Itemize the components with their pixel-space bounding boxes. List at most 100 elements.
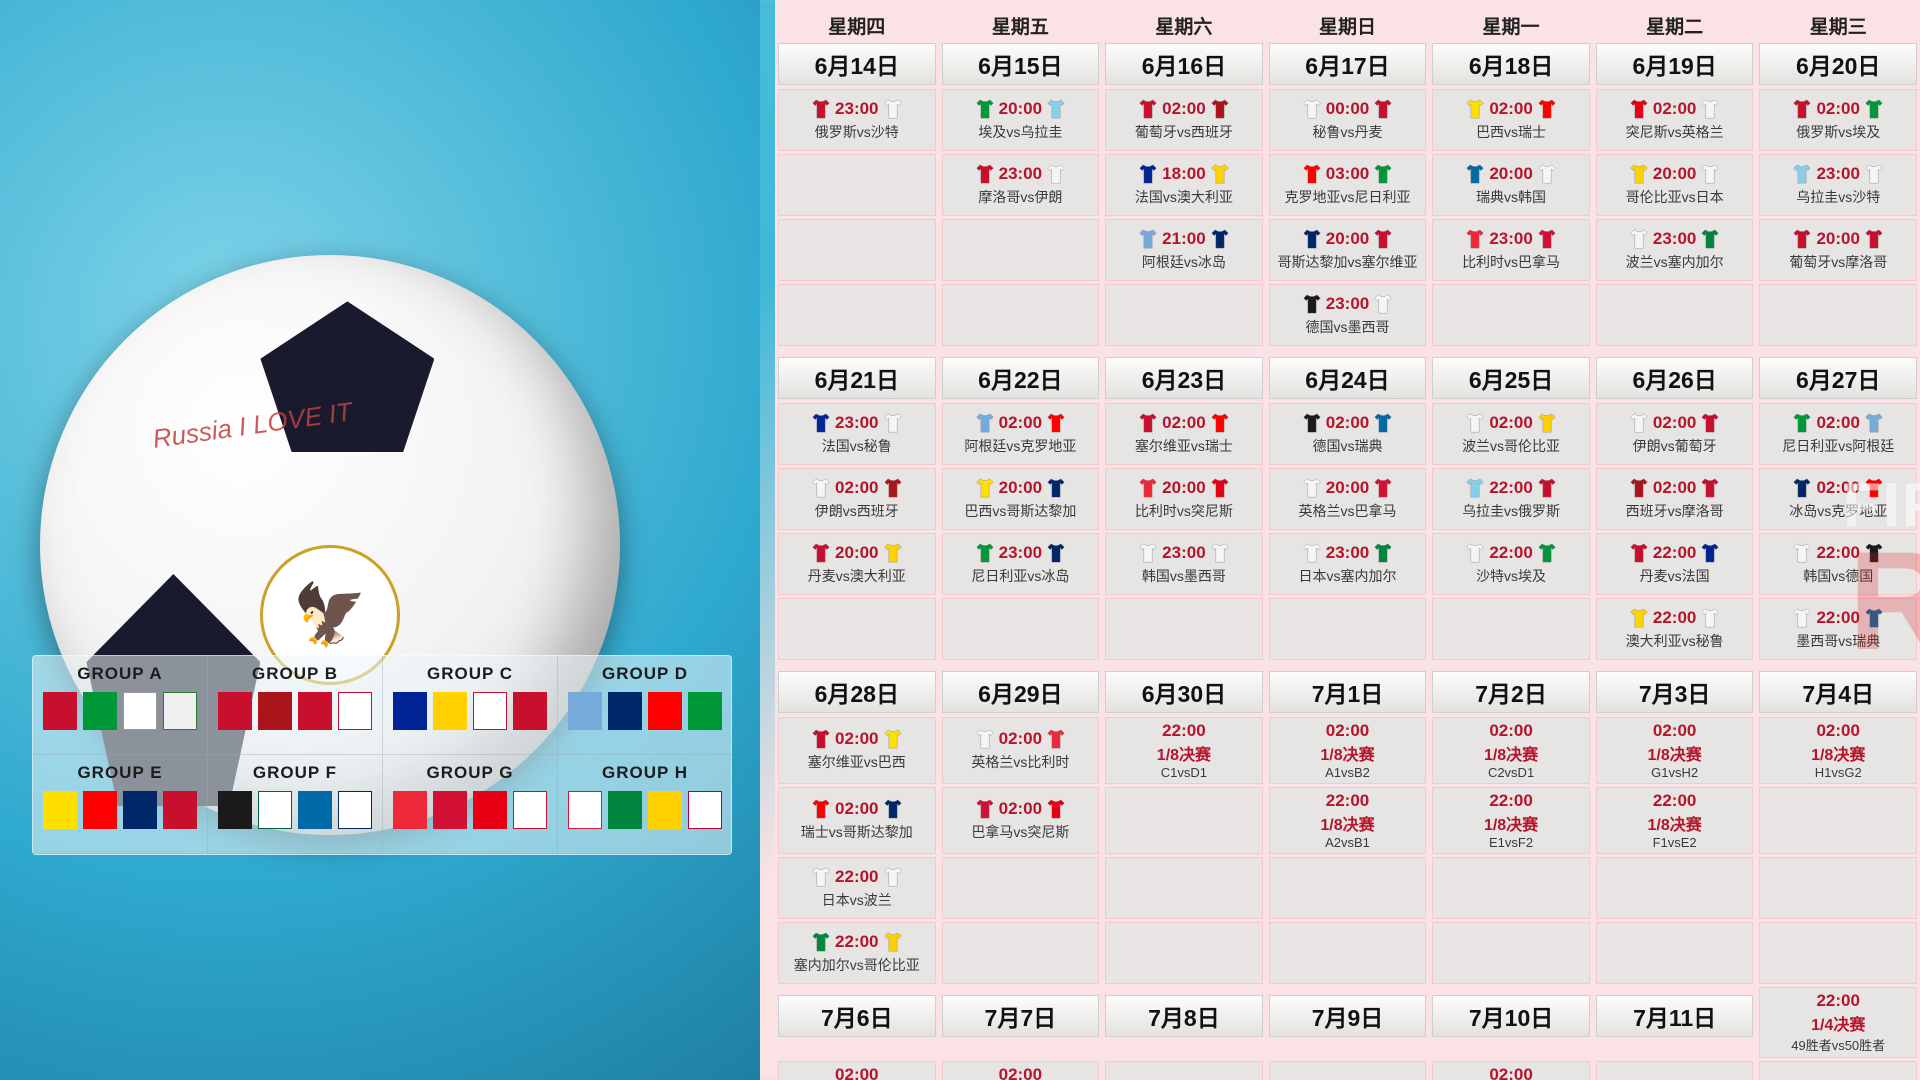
jersey-icon-iceland xyxy=(1046,542,1066,564)
match-entry xyxy=(778,154,936,216)
jersey-icon-panama xyxy=(1373,477,1393,499)
match-time: 20:00 xyxy=(1162,478,1205,498)
match-entry: 22:00 1/8决赛 A2vsB1 xyxy=(1269,787,1427,854)
date-label[interactable]: 7月11日 xyxy=(1596,995,1754,1037)
jersey-spain xyxy=(258,692,292,730)
date-label[interactable]: 6月14日 xyxy=(778,43,936,85)
match-teams-label: 韩国vs德国 xyxy=(1803,566,1873,586)
jersey-switzerland xyxy=(83,791,117,829)
match-entry xyxy=(778,284,936,346)
date-label[interactable]: 6月27日 xyxy=(1759,357,1917,399)
group-c-jerseys xyxy=(393,692,547,730)
match-calendar: RUSSIA2018 FIFA WORLD CUP 星期四6月14日星期五6月1… xyxy=(775,0,1920,1080)
jersey-icon-peru xyxy=(1700,607,1720,629)
date-label[interactable]: 6月20日 xyxy=(1759,43,1917,85)
jersey-icon-uruguay xyxy=(1792,163,1812,185)
match-time: 23:00 xyxy=(999,164,1042,184)
date-label[interactable]: 7月6日 xyxy=(778,995,936,1037)
date-label[interactable]: 6月18日 xyxy=(1432,43,1590,85)
date-label[interactable]: 6月23日 xyxy=(1105,357,1263,399)
day-column-header-6: 6月27日 xyxy=(1756,347,1920,401)
match-placeholder-teams: A1vsB2 xyxy=(1325,765,1370,780)
match-entry: 20:00 丹麦vs澳大利亚 xyxy=(778,533,936,595)
date-label[interactable]: 6月25日 xyxy=(1432,357,1590,399)
match-time: 03:00 xyxy=(1326,164,1369,184)
match-entry: 02:00 瑞士vs哥斯达黎加 xyxy=(778,787,936,854)
date-label[interactable]: 7月9日 xyxy=(1269,995,1427,1037)
jersey-icon-croatia xyxy=(1302,163,1322,185)
day-column-header-2: 星期六 6月16日 xyxy=(1102,0,1266,87)
match-row: 02:00 xyxy=(1302,412,1393,434)
match-entry: 02:00 1/8决赛 G1vsH2 xyxy=(1596,717,1754,784)
date-label[interactable]: 6月15日 xyxy=(942,43,1100,85)
jersey-icon-sweden xyxy=(1465,163,1485,185)
jersey-icon-brazil xyxy=(1465,98,1485,120)
match-row: 03:00 xyxy=(1302,163,1393,185)
jersey-icon-mexico xyxy=(1210,542,1230,564)
jersey-icon-senegal xyxy=(1700,228,1720,250)
match-entry xyxy=(1105,1061,1263,1080)
jersey-brazil xyxy=(43,791,77,829)
date-label[interactable]: 7月10日 xyxy=(1432,995,1590,1037)
match-entry: 02:00 伊朗vs葡萄牙 xyxy=(1596,403,1754,465)
date-label[interactable]: 7月3日 xyxy=(1596,671,1754,713)
jersey-icon-brazil xyxy=(975,477,995,499)
group-a-jerseys xyxy=(43,692,197,730)
match-entry: 02:00 德国vs瑞典 xyxy=(1269,403,1427,465)
match-time: 22:00 xyxy=(1326,791,1369,811)
match-stage-label: 1/8决赛 xyxy=(1320,741,1374,765)
jersey-uruguay xyxy=(123,692,157,730)
match-entry: 23:00 日本vs塞内加尔 xyxy=(1269,533,1427,595)
group-b-jerseys xyxy=(218,692,372,730)
match-teams-label: 克罗地亚vs尼日利亚 xyxy=(1284,187,1410,207)
date-label[interactable]: 6月17日 xyxy=(1269,43,1427,85)
jersey-icon-australia xyxy=(883,542,903,564)
jersey-icon-england xyxy=(1700,98,1720,120)
match-teams-label: 瑞典vs韩国 xyxy=(1476,187,1546,207)
match-teams-label: 德国vs墨西哥 xyxy=(1305,317,1389,337)
match-entry: 02:00半决赛57胜者vs58胜者 xyxy=(1432,1061,1590,1080)
jersey-iceland xyxy=(608,692,642,730)
match-teams-label: 比利时vs突尼斯 xyxy=(1135,501,1233,521)
date-label[interactable]: 6月19日 xyxy=(1596,43,1754,85)
match-row: 20:00 xyxy=(1302,477,1393,499)
jersey-morocco xyxy=(298,692,332,730)
match-teams-label: 乌拉圭vs俄罗斯 xyxy=(1462,501,1560,521)
jersey-icon-serbia xyxy=(1373,228,1393,250)
jersey-icon-russia xyxy=(1792,98,1812,120)
date-label[interactable]: 7月1日 xyxy=(1269,671,1427,713)
jersey-icon-mexico xyxy=(1792,607,1812,629)
date-label[interactable]: 6月28日 xyxy=(778,671,936,713)
date-label[interactable]: 7月7日 xyxy=(942,995,1100,1037)
jersey-peru xyxy=(473,692,507,730)
day-column-header-5: 7月11日 xyxy=(1593,985,1757,1059)
match-entry xyxy=(1105,787,1263,854)
date-label[interactable]: 6月26日 xyxy=(1596,357,1754,399)
jersey-germany xyxy=(218,791,252,829)
date-label[interactable]: 6月22日 xyxy=(942,357,1100,399)
match-entry: 02:00 1/8决赛 A1vsB2 xyxy=(1269,717,1427,784)
jersey-icon-germany xyxy=(1864,542,1884,564)
date-label[interactable]: 7月2日 xyxy=(1432,671,1590,713)
match-entry: 02:00 塞尔维亚vs巴西 xyxy=(778,717,936,784)
date-label[interactable]: 6月30日 xyxy=(1105,671,1263,713)
match-entry xyxy=(1596,857,1754,919)
jersey-icon-germany xyxy=(1302,412,1322,434)
date-label[interactable]: 6月16日 xyxy=(1105,43,1263,85)
match-entry: 22:00 1/4决赛 49胜者vs50胜者 xyxy=(1759,987,1917,1058)
group-b-title: GROUP B xyxy=(252,664,338,684)
match-row: 02:00 xyxy=(975,728,1066,750)
match-entry: 21:00 阿根廷vs冰岛 xyxy=(1105,219,1263,281)
jersey-icon-colombia xyxy=(1629,163,1649,185)
match-placeholder-teams: H1vsG2 xyxy=(1815,765,1862,780)
match-row: 02:00 xyxy=(1629,98,1720,120)
weekday-label: 星期五 xyxy=(939,8,1103,41)
match-entry: 20:00 比利时vs突尼斯 xyxy=(1105,468,1263,530)
match-entry: 23:00 尼日利亚vs冰岛 xyxy=(942,533,1100,595)
date-label[interactable]: 6月24日 xyxy=(1269,357,1427,399)
date-label[interactable]: 6月29日 xyxy=(942,671,1100,713)
date-label[interactable]: 7月8日 xyxy=(1105,995,1263,1037)
day-column-header-4: 7月2日 xyxy=(1429,661,1593,715)
date-label[interactable]: 6月21日 xyxy=(778,357,936,399)
date-label[interactable]: 7月4日 xyxy=(1759,671,1917,713)
